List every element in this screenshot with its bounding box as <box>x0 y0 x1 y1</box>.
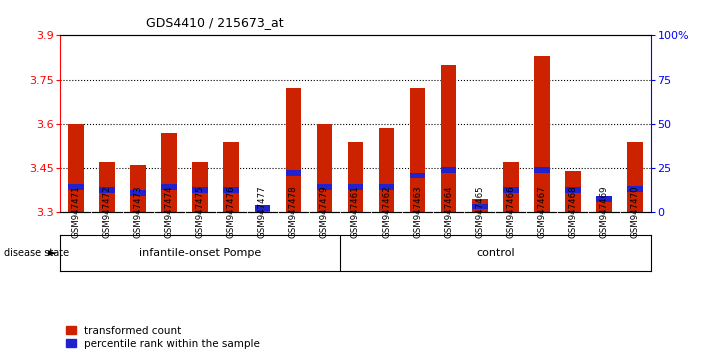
Text: GSM947462: GSM947462 <box>382 185 391 238</box>
Text: GSM947463: GSM947463 <box>413 185 422 238</box>
Bar <box>161 184 177 190</box>
Text: GSM947476: GSM947476 <box>227 185 236 238</box>
Bar <box>100 162 114 212</box>
Text: GSM947479: GSM947479 <box>320 185 329 238</box>
Text: disease state: disease state <box>4 248 69 258</box>
Text: GSM947465: GSM947465 <box>475 185 484 238</box>
Text: GSM947468: GSM947468 <box>568 185 577 238</box>
Bar <box>223 142 239 212</box>
Text: GSM947470: GSM947470 <box>631 185 639 238</box>
Bar <box>223 187 239 193</box>
Bar <box>597 196 611 202</box>
Bar <box>410 88 425 212</box>
Bar <box>503 162 518 212</box>
Bar <box>348 184 363 190</box>
Text: GSM947472: GSM947472 <box>102 185 112 238</box>
Bar <box>130 190 146 196</box>
Text: ►: ► <box>48 248 57 258</box>
Bar <box>379 128 395 212</box>
Bar <box>316 124 332 212</box>
Bar <box>410 173 425 178</box>
Bar <box>316 184 332 190</box>
Bar <box>100 187 114 193</box>
Text: GSM947469: GSM947469 <box>599 185 609 238</box>
Bar <box>627 142 643 212</box>
Text: GSM947466: GSM947466 <box>506 185 515 238</box>
Bar <box>348 142 363 212</box>
Text: control: control <box>476 248 515 258</box>
Bar <box>441 65 456 212</box>
Bar <box>161 133 177 212</box>
Bar <box>193 187 208 193</box>
Bar <box>286 88 301 212</box>
Text: GSM947475: GSM947475 <box>196 185 205 238</box>
Text: GSM947467: GSM947467 <box>538 185 546 238</box>
Text: infantile-onset Pompe: infantile-onset Pompe <box>139 248 262 258</box>
Bar <box>255 205 270 211</box>
Bar <box>286 170 301 176</box>
Text: GSM947473: GSM947473 <box>134 185 143 238</box>
Bar <box>68 124 84 212</box>
Bar <box>534 167 550 172</box>
Text: GSM947461: GSM947461 <box>351 185 360 238</box>
Text: GSM947464: GSM947464 <box>444 185 453 238</box>
Bar <box>565 187 581 193</box>
Bar <box>441 167 456 172</box>
Text: GSM947471: GSM947471 <box>72 185 80 238</box>
Bar <box>597 199 611 212</box>
Bar <box>472 199 488 212</box>
Bar <box>193 162 208 212</box>
Text: GSM947478: GSM947478 <box>289 185 298 238</box>
Bar <box>255 208 270 212</box>
Text: GSM947474: GSM947474 <box>165 185 173 238</box>
Text: GSM947477: GSM947477 <box>258 185 267 238</box>
Bar <box>68 184 84 190</box>
Legend: transformed count, percentile rank within the sample: transformed count, percentile rank withi… <box>65 326 260 349</box>
Bar <box>565 171 581 212</box>
Bar <box>379 184 395 190</box>
Bar <box>503 187 518 193</box>
Bar <box>472 204 488 210</box>
Bar <box>534 56 550 212</box>
Bar <box>627 186 643 192</box>
Text: GDS4410 / 215673_at: GDS4410 / 215673_at <box>146 16 284 29</box>
Bar <box>130 165 146 212</box>
